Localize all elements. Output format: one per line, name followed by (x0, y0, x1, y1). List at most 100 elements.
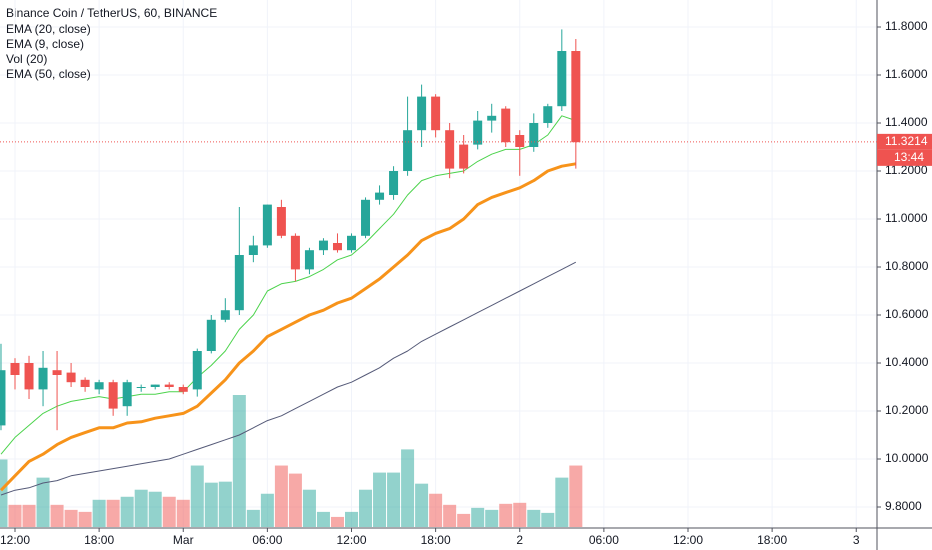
last-price-label: 11.3214 (885, 134, 928, 148)
y-tick-label: 11.4000 (885, 115, 928, 129)
candle-body (375, 192, 385, 200)
legend-entry: EMA (9, close) (6, 37, 84, 51)
volume-bar (246, 509, 260, 527)
y-tick-label: 11.6000 (885, 67, 928, 81)
volume-bar (387, 472, 401, 527)
candle-body (431, 96, 441, 131)
y-tick-label: 10.0000 (885, 451, 929, 465)
candle-body (0, 370, 6, 426)
countdown-label: 13:44 (894, 150, 924, 164)
candle-body (108, 382, 118, 409)
y-tick-label: 9.8000 (885, 499, 922, 513)
legend-entry: EMA (20, close) (6, 22, 91, 36)
ema-line (0, 261, 577, 496)
volume-bar (330, 516, 344, 527)
volume-bar (218, 481, 232, 527)
candle-body (543, 106, 553, 123)
volume-bar (555, 477, 569, 527)
candle-body (417, 96, 427, 131)
candle-body (318, 240, 328, 251)
candle-body (206, 319, 216, 351)
volume-bar (485, 509, 499, 527)
volume-bar (499, 503, 513, 527)
candle-body (80, 379, 90, 387)
volume-bar (64, 509, 78, 527)
candle-body (557, 51, 567, 107)
volume-bar (92, 499, 106, 527)
volume-bar (162, 496, 176, 527)
y-tick-label: 11.8000 (885, 19, 928, 33)
volume-bar (471, 507, 485, 527)
volume-bar (288, 473, 302, 527)
y-tick-label: 10.4000 (885, 355, 929, 369)
chart-title: Binance Coin / TetherUS, 60, BINANCE (6, 6, 217, 20)
candle-body (52, 370, 62, 375)
volume-bar (401, 449, 415, 527)
candle-body (290, 235, 300, 270)
x-tick-label: 2 (516, 533, 523, 547)
volume-bar (78, 511, 92, 527)
y-tick-label: 11.0000 (885, 211, 928, 225)
candle-body (234, 255, 244, 311)
volume-bar (232, 395, 246, 527)
candle-body (38, 367, 48, 390)
volume-bar (541, 512, 555, 527)
volume-bar (8, 504, 22, 527)
volume-bar (274, 465, 288, 527)
volume-bar (120, 496, 134, 527)
candle-body (262, 204, 272, 246)
volume-bar (429, 493, 443, 527)
volume-bar (513, 502, 527, 527)
countdown-box (877, 149, 932, 166)
volume-bar (148, 491, 162, 527)
volume-bar (345, 511, 359, 527)
x-tick-label: 18:00 (84, 533, 114, 547)
volume-bar (106, 499, 120, 527)
candle-body (473, 120, 483, 145)
ema-line (0, 115, 576, 455)
volume-bar (359, 489, 373, 527)
volume-bar (190, 465, 204, 527)
last-price-box (877, 133, 932, 150)
candle-body (347, 235, 357, 251)
candle-body (24, 363, 34, 390)
candle-body (164, 384, 174, 387)
candle-body (178, 387, 188, 392)
x-tick-label: 3 (853, 533, 860, 547)
volume-bar (134, 489, 148, 527)
y-tick-label: 10.6000 (885, 307, 929, 321)
volume-bar (50, 504, 64, 527)
volume-bar (176, 499, 190, 527)
x-tick-label: 12:00 (336, 533, 366, 547)
candle-body (501, 108, 511, 143)
candle-body (66, 372, 76, 383)
candle-body (445, 130, 455, 169)
x-tick-label: 18:00 (421, 533, 451, 547)
x-tick-label: 06:00 (252, 533, 282, 547)
x-tick-label: 18:00 (757, 533, 787, 547)
volume-bar (415, 483, 429, 527)
x-tick-label: 12:00 (673, 533, 703, 547)
ema-line (0, 162, 577, 492)
volume-bar (316, 511, 330, 527)
candle-body (403, 130, 413, 171)
legend-entry: Vol (20) (6, 52, 47, 66)
candle-body (10, 363, 20, 375)
volume-bar (260, 493, 274, 527)
candle-body (248, 245, 258, 255)
candle-body (571, 51, 581, 143)
candle-body (332, 243, 342, 251)
volume-bar (373, 472, 387, 527)
candle-body (529, 123, 539, 147)
x-tick-label: Mar (173, 533, 194, 547)
candle-body (192, 351, 202, 390)
y-tick-label: 10.2000 (885, 403, 929, 417)
legend-entry: EMA (50, close) (6, 67, 91, 81)
candle-body (220, 310, 230, 320)
volume-bar (302, 489, 316, 527)
candle-body (122, 382, 132, 407)
volume-bar (527, 509, 541, 527)
y-tick-label: 11.2000 (885, 163, 928, 177)
x-tick-label: 12:00 (0, 533, 30, 547)
candle-body (361, 199, 371, 236)
